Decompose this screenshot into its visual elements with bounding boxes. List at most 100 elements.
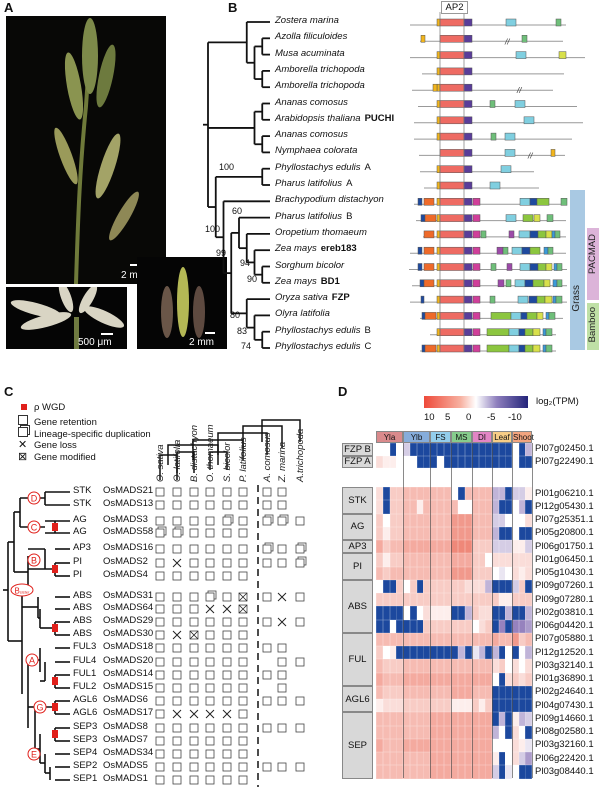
gene-retention-icon bbox=[222, 558, 232, 568]
ap2-domain bbox=[439, 51, 465, 59]
heatmap-cell bbox=[376, 659, 384, 673]
heatmap-cell bbox=[376, 579, 384, 593]
species-label: Pharus latifolius B bbox=[275, 211, 352, 222]
motif-box bbox=[555, 295, 563, 304]
gene-id: Pl07g25351.1 bbox=[535, 514, 594, 526]
gene-name: OsMADS4 bbox=[103, 569, 148, 580]
motif-box bbox=[545, 230, 553, 239]
heatmap-cell bbox=[437, 593, 445, 607]
motif-box bbox=[517, 295, 529, 304]
heatmap-cell bbox=[485, 659, 493, 673]
gene-name: OsMADS15 bbox=[103, 681, 154, 692]
heatmap-cell bbox=[409, 619, 417, 633]
heatmap-cell bbox=[444, 632, 452, 646]
ap2-domain bbox=[439, 67, 465, 76]
red-square-icon bbox=[18, 402, 31, 413]
heatmap-cell bbox=[409, 646, 417, 660]
heatmap-cell bbox=[382, 619, 390, 633]
heatmap-cell bbox=[382, 593, 390, 607]
heatmap-cell bbox=[518, 752, 526, 766]
gene-id: Pl01g06210.1 bbox=[535, 487, 594, 499]
motif-box bbox=[554, 230, 561, 239]
gene-loss-icon bbox=[172, 630, 182, 640]
legend-label: ρ WGD bbox=[34, 402, 66, 413]
heatmap-cell bbox=[423, 443, 431, 456]
heatmap-cell bbox=[505, 540, 513, 554]
row-group-agl6: AGL6 bbox=[342, 685, 373, 713]
gene-retention-icon bbox=[189, 762, 199, 772]
gene-retention-icon bbox=[155, 617, 165, 627]
motif-box bbox=[463, 246, 473, 255]
heatmap-cell bbox=[458, 553, 466, 567]
break-mark: // bbox=[504, 37, 510, 46]
heatmap-cell bbox=[485, 646, 493, 660]
gene-loss-icon bbox=[277, 617, 287, 627]
heatmap-cell bbox=[376, 699, 384, 713]
column-group-fs: FS bbox=[430, 431, 451, 443]
break-mark: // bbox=[516, 86, 522, 95]
heatmap-cell bbox=[430, 500, 438, 514]
heatmap-cell bbox=[396, 646, 404, 660]
clade-name: AGL6 bbox=[73, 707, 98, 718]
heatmap-cell bbox=[512, 487, 519, 501]
heatmap-cell bbox=[437, 738, 445, 752]
clade-name: FUL3 bbox=[73, 641, 97, 652]
gene-retention-icon bbox=[189, 696, 199, 706]
heatmap-cell bbox=[396, 579, 404, 593]
heatmap-cell bbox=[403, 593, 411, 607]
gene-name: B bbox=[364, 324, 371, 336]
gene-retention-icon bbox=[262, 487, 272, 497]
gene-retention-icon bbox=[172, 592, 182, 602]
legend-label: Gene retention bbox=[34, 416, 97, 428]
motif-box bbox=[472, 263, 481, 271]
heatmap-cell bbox=[382, 579, 390, 593]
motif-box bbox=[518, 344, 526, 353]
motif-box bbox=[472, 328, 481, 336]
motif-box bbox=[463, 18, 473, 27]
heatmap-cell bbox=[430, 738, 438, 752]
gene-retention-icon bbox=[238, 516, 248, 526]
heatmap-cell bbox=[396, 526, 404, 540]
motif-box bbox=[508, 230, 515, 239]
heatmap-cell bbox=[382, 672, 390, 686]
heatmap-cell bbox=[423, 579, 431, 593]
gene-retention-icon bbox=[172, 775, 182, 785]
heatmap-cell bbox=[458, 685, 466, 699]
motif-box bbox=[521, 246, 531, 255]
motif-box bbox=[436, 295, 441, 304]
heatmap-cell bbox=[416, 738, 424, 752]
column-group-ms: MS bbox=[451, 431, 472, 443]
heatmap-cell bbox=[389, 579, 397, 593]
species-label: Sorghum bicolor bbox=[275, 260, 344, 271]
gene-retention-icon bbox=[222, 736, 232, 746]
heatmap-cell bbox=[472, 540, 479, 554]
stacked-squares-icon bbox=[18, 427, 31, 440]
heatmap-cell bbox=[505, 513, 513, 527]
species-column-label: O. latifolia bbox=[172, 439, 183, 482]
heatmap-cell bbox=[451, 513, 459, 527]
heatmap-cell bbox=[492, 513, 499, 527]
heatmap-cell bbox=[512, 632, 519, 646]
motif-box bbox=[502, 246, 509, 255]
heatmap-cell bbox=[505, 455, 513, 468]
gene-retention-icon bbox=[238, 528, 248, 538]
heatmap-cell bbox=[423, 487, 431, 501]
heatmap-cell bbox=[416, 659, 424, 673]
gene-retention-icon bbox=[238, 487, 248, 497]
heatmap-cell bbox=[478, 500, 486, 514]
motif-box bbox=[514, 279, 526, 288]
heatmap-cell bbox=[498, 738, 506, 752]
heatmap-cell bbox=[505, 500, 513, 514]
heatmap-cell bbox=[498, 579, 506, 593]
species-column-label: O. sativa bbox=[155, 444, 166, 483]
gene-retention-icon bbox=[189, 643, 199, 653]
heatmap-cell bbox=[472, 672, 479, 686]
column-group-ylb: Ylb bbox=[403, 431, 430, 443]
motif-box bbox=[543, 246, 549, 255]
heatmap-cell bbox=[518, 487, 526, 501]
heatmap-cell bbox=[403, 487, 411, 501]
gene-retention-icon bbox=[277, 683, 287, 693]
heatmap-cell bbox=[444, 455, 452, 468]
heatmap-cell bbox=[403, 712, 411, 726]
